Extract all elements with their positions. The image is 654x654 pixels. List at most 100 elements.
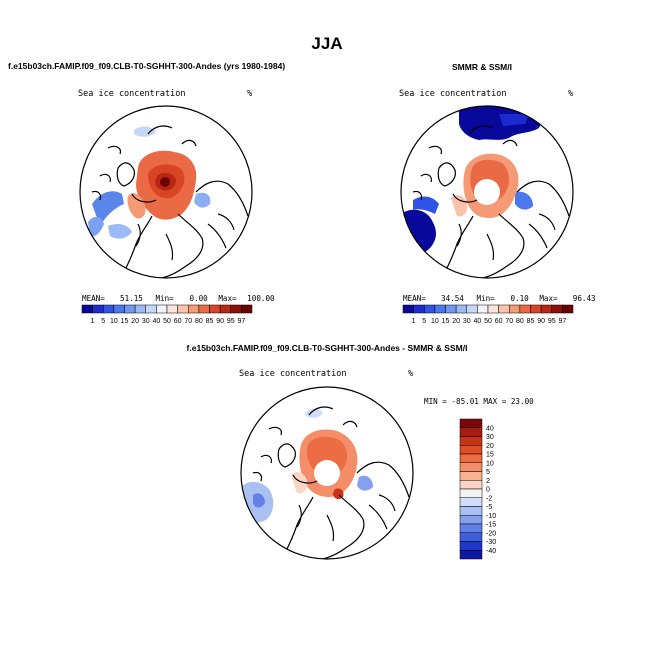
- diff-colorbar-box: [459, 436, 483, 446]
- obs-colorbar-box: [445, 304, 457, 314]
- diff-colorbar-label: -10: [486, 513, 496, 520]
- model-colorbar-box: [219, 304, 231, 314]
- diff-colorbar-label: -30: [486, 539, 496, 546]
- model-colorbar-box: [198, 304, 210, 314]
- model-colorbar-box: [156, 304, 168, 314]
- diff-positive-east: [357, 475, 373, 491]
- diff-positive-north: [305, 408, 323, 418]
- obs-colorbar: 1 5 10 15 20 30 40 50 60 70 80 85 90 95 97: [402, 304, 574, 325]
- obs-colorbar-label: 80: [516, 318, 524, 325]
- obs-colorbar-label: 40: [473, 318, 481, 325]
- obs-colorbar-label: 5: [422, 318, 426, 325]
- model-colorbar-box: [241, 304, 253, 314]
- obs-colorbar-label: 70: [505, 318, 513, 325]
- model-ice-max: [160, 177, 170, 187]
- diff-colorbar-label: -15: [486, 522, 496, 529]
- diff-positive-west2: [253, 493, 265, 508]
- diff-colorbar-label: -2: [486, 495, 492, 502]
- obs-colorbar-box: [498, 304, 510, 314]
- model-colorbar-box: [134, 304, 146, 314]
- diff-colorbar-label: -20: [486, 530, 496, 537]
- diff-colorbar-label: -5: [486, 504, 492, 511]
- model-coastlines: [91, 125, 249, 278]
- diff-colorbar-box: [459, 471, 483, 481]
- obs-panel-heading: SMMR & SSM/I: [452, 62, 512, 72]
- diff-colorbar-box: [459, 418, 483, 428]
- obs-colorbar-box: [477, 304, 489, 314]
- model-colorbar-box: [113, 304, 125, 314]
- obs-colorbar-box: [466, 304, 478, 314]
- diff-field-label: Sea ice concentration: [239, 369, 347, 379]
- model-ice-pack-edge: [127, 193, 146, 219]
- diff-range-text: MIN = -85.01 MAX = 23.00: [424, 397, 534, 406]
- diff-colorbar-box: [459, 515, 483, 525]
- obs-colorbar-label: 15: [442, 318, 450, 325]
- obs-colorbar-label: 95: [548, 318, 556, 325]
- obs-colorbar-box: [509, 304, 521, 314]
- obs-ocean-mask-west2: [413, 196, 439, 214]
- diff-colorbar-box: [459, 532, 483, 542]
- diff-colorbar-box: [459, 427, 483, 437]
- obs-units: %: [568, 89, 574, 99]
- obs-colorbar-box: [413, 304, 425, 314]
- model-field-label: Sea ice concentration: [78, 89, 186, 99]
- obs-colorbar-box: [540, 304, 552, 314]
- model-colorbar-box: [103, 304, 115, 314]
- diff-colorbar-label: 15: [486, 452, 494, 459]
- model-colorbar-label: 15: [121, 318, 129, 325]
- model-polar-map: [79, 105, 253, 279]
- model-colorbar-box: [209, 304, 221, 314]
- model-colorbar: 1 5 10 15 20 30 40 50 60 70 80 85 90 95 97: [81, 304, 253, 325]
- diff-coastlines: [252, 406, 410, 559]
- model-low-ice-east: [194, 192, 211, 208]
- model-colorbar-label: 90: [216, 318, 224, 325]
- obs-colorbar-label: 50: [484, 318, 492, 325]
- model-stats: MEAN= 51.15 Min= 0.00 Max= 100.00: [82, 294, 275, 303]
- obs-field-label: Sea ice concentration: [399, 89, 507, 99]
- diff-units: %: [408, 369, 414, 379]
- obs-low-ice-east: [515, 191, 533, 210]
- diff-colorbar-label: 40: [486, 425, 494, 432]
- model-colorbar-label: 60: [174, 318, 182, 325]
- obs-ocean-mask-north2: [499, 114, 529, 126]
- model-colorbar-box: [166, 304, 178, 314]
- obs-colorbar-box: [434, 304, 446, 314]
- obs-polar-map: [400, 105, 574, 279]
- model-colorbar-box: [124, 304, 136, 314]
- model-colorbar-box: [81, 304, 93, 314]
- model-colorbar-box: [188, 304, 200, 314]
- obs-colorbar-label: 10: [431, 318, 439, 325]
- diff-colorbar-label: 30: [486, 434, 494, 441]
- model-panel-heading: f.e15b03ch.FAMIP.f09_f09.CLB-T0-SGHHT-30…: [8, 61, 286, 71]
- obs-coastlines: [412, 125, 570, 278]
- obs-colorbar-label: 60: [495, 318, 503, 325]
- diff-polar-map: [240, 386, 414, 560]
- diff-colorbar-box: [459, 453, 483, 463]
- obs-stats: MEAN= 34.54 Min= 0.10 Max= 96.43: [403, 294, 596, 303]
- diff-colorbar-box: [459, 506, 483, 516]
- obs-colorbar-label: 1: [412, 318, 416, 325]
- obs-colorbar-box: [455, 304, 467, 314]
- model-colorbar-label: 85: [206, 318, 214, 325]
- diff-colorbar-label: 0: [486, 487, 490, 494]
- model-colorbar-label: 70: [184, 318, 192, 325]
- obs-colorbar-box: [519, 304, 531, 314]
- diff-panel-heading: f.e15b03ch.FAMIP.f09_f09.CLB-T0-SGHHT-30…: [186, 343, 468, 353]
- model-colorbar-label: 30: [142, 318, 150, 325]
- model-colorbar-label: 5: [101, 318, 105, 325]
- obs-colorbar-box: [530, 304, 542, 314]
- model-colorbar-box: [145, 304, 157, 314]
- obs-colorbar-label: 90: [537, 318, 545, 325]
- diff-colorbar-label: 20: [486, 443, 494, 450]
- model-colorbar-label: 10: [110, 318, 118, 325]
- diff-pole-hole: [314, 460, 340, 486]
- obs-colorbar-box: [402, 304, 414, 314]
- diff-colorbar-label: 10: [486, 460, 494, 467]
- obs-colorbar-label: 85: [527, 318, 535, 325]
- model-low-ice-bay: [108, 224, 132, 239]
- model-colorbar-label: 40: [152, 318, 160, 325]
- diff-colorbar-label: -40: [486, 548, 496, 555]
- diff-colorbar-label: 2: [486, 478, 490, 485]
- diff-colorbar-box: [459, 488, 483, 498]
